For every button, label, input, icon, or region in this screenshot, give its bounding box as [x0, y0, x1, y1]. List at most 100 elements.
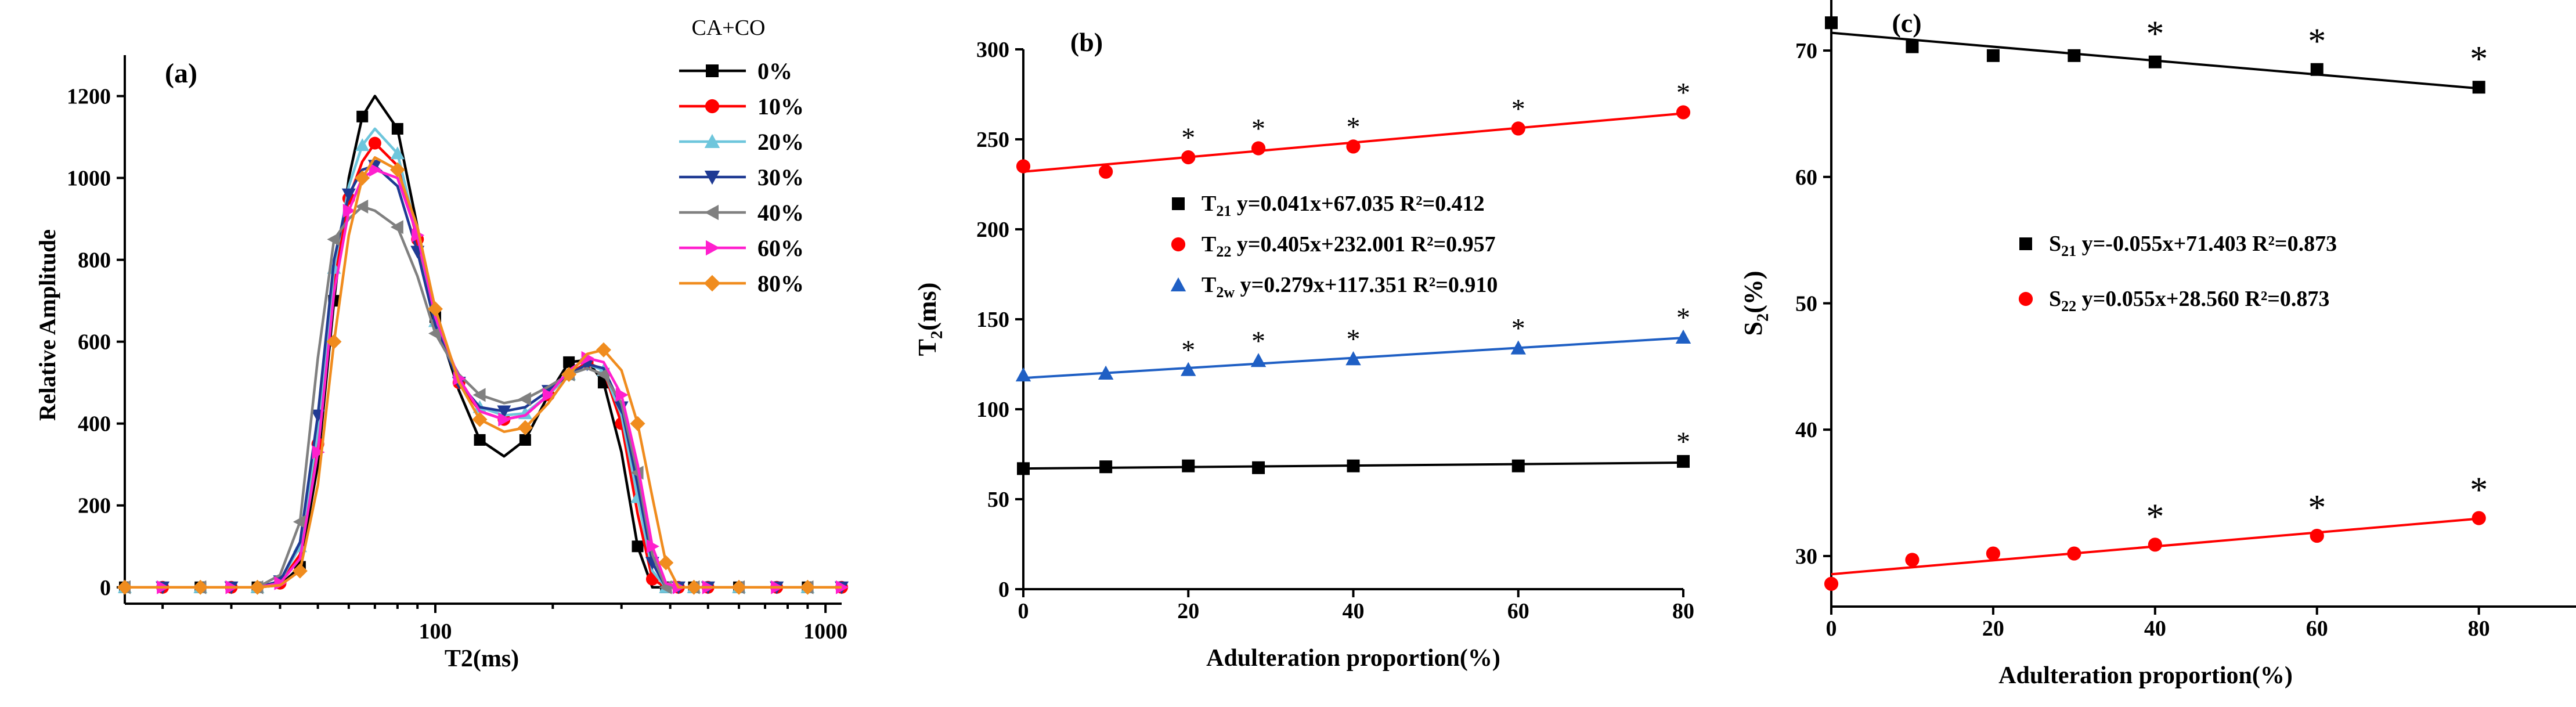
- panel-c-significance-star: *: [2146, 497, 2164, 536]
- panel-c-y-axis-title: S2(%): [1739, 270, 1772, 336]
- panel-a-data-point: [355, 199, 369, 214]
- panel-a-data-point: [646, 539, 659, 554]
- panel-b-legend-marker: [1172, 197, 1185, 210]
- panel-a-y-axis-title: Relative Amplitude: [34, 229, 60, 421]
- panel-c-data-point: [1905, 553, 1920, 567]
- panel-b-data-point: [1017, 462, 1030, 475]
- panel-b-significance-star: *: [1251, 326, 1265, 356]
- panel-a-series-line: [125, 156, 842, 589]
- panel-b-data-point: [1016, 159, 1031, 174]
- panel-a-data-point: [472, 388, 486, 402]
- panel-c-y-tick-label: 60: [1795, 165, 1817, 190]
- panel-b-x-tick-label: 40: [1343, 599, 1365, 623]
- panel-a-data-point: [342, 203, 356, 218]
- panel-a-data-point: [341, 188, 356, 201]
- panel-a-data-point: [368, 136, 381, 150]
- panel-b-significance-star: *: [1181, 335, 1195, 366]
- panel-a-legend-marker: [704, 171, 720, 185]
- panel-a-data-point: [561, 367, 577, 383]
- panel-c-x-tick-label: 80: [2468, 616, 2490, 641]
- panel-b-data-point: [1346, 139, 1361, 154]
- panel-b-legend-label: T22 y=0.405x+232.001 R²=0.957: [1202, 232, 1496, 260]
- panel-a-y-tick-label: 0: [100, 576, 111, 600]
- panel-a-y-tick-label: 1000: [67, 167, 111, 191]
- panel-b-data-point: [1181, 150, 1196, 165]
- panel-a-legend-marker: [706, 64, 719, 77]
- panel-c-data-point: [2068, 49, 2081, 62]
- panel-b-data-point: [1250, 353, 1267, 367]
- panel-a-y-tick-label: 1200: [67, 85, 111, 109]
- panel-b-x-tick-label: 20: [1177, 599, 1199, 623]
- panel-a-data-point: [630, 416, 645, 431]
- panel-b-data-point: [1252, 461, 1265, 474]
- panel-c-significance-star: *: [2146, 15, 2164, 54]
- panel-a-y-tick-label: 800: [78, 248, 111, 273]
- panel-b-legend-label: T21 y=0.041x+67.035 R²=0.412: [1202, 192, 1485, 219]
- panel-c-x-tick-label: 0: [1826, 616, 1837, 641]
- panel-c-data-point: [1986, 546, 2001, 561]
- panel-a-data-point: [390, 220, 403, 235]
- panel-a-legend-label: 10%: [757, 93, 804, 120]
- panel-a-data-point: [518, 392, 531, 406]
- panel-a-data-point: [498, 412, 511, 427]
- panel-a-data-point: [355, 138, 370, 152]
- panel-a-legend-title: CA+CO: [691, 16, 765, 40]
- panel-a-x-tick-label: 100: [418, 619, 452, 644]
- panel-a-legend-label: 80%: [757, 270, 804, 297]
- panel-b-significance-star: *: [1251, 114, 1265, 145]
- panel-a-data-point: [356, 110, 369, 122]
- panel-a-data-point: [519, 434, 531, 446]
- panel-b-data-point: [1676, 105, 1691, 120]
- panel-c-data-point: [1824, 576, 1839, 591]
- panel-a-x-axis-title: T2(ms): [445, 645, 519, 672]
- panel-a-data-point: [563, 356, 575, 368]
- panel-c-legend-label: S22 y=0.055x+28.560 R²=0.873: [2049, 287, 2329, 315]
- panel-b-data-point: [1347, 459, 1360, 472]
- panel-a-data-point: [517, 420, 533, 435]
- panel-c-x-tick-label: 40: [2144, 616, 2166, 641]
- panel-b-data-point: [1511, 121, 1525, 136]
- panel-c-y-tick-label: 50: [1795, 292, 1817, 316]
- panel-b: 0 50 100 150 200 250 300 0 20 40 60 80 (b) Adulterati…: [976, 27, 1694, 672]
- panel-b-data-point: [1098, 365, 1114, 380]
- panel-c-y-tick-label: 40: [1795, 418, 1817, 442]
- panel-c: 30 40 50 60 70 0 20 40 60 80 (c) Adulteration propo…: [1795, 0, 2576, 689]
- panel-b-x-tick-label: 80: [1672, 599, 1694, 623]
- panel-a-data-point: [327, 232, 340, 247]
- panel-c-data-point: [2148, 55, 2162, 68]
- panel-a-data-point: [596, 342, 611, 358]
- panel-a-data-point: [292, 563, 308, 579]
- panel-c-x-axis-title: Adulteration proportion(%): [1998, 662, 2293, 689]
- panel-a-series-line: [125, 168, 842, 589]
- panel-c-data-point: [1906, 40, 1919, 53]
- panel-a-data-point: [474, 434, 486, 446]
- panel-c-data-point: [1986, 49, 2000, 62]
- panel-b-y-tick-label: 0: [998, 578, 1009, 602]
- panel-c-y-tick-label: 70: [1795, 39, 1817, 63]
- panel-a-y-tick-label: 200: [78, 494, 111, 518]
- panel-c-label: (c): [1892, 8, 1921, 38]
- panel-b-data-point: [1099, 460, 1113, 474]
- panel-c-x-tick-label: 20: [1982, 616, 2004, 641]
- panel-b-y-tick-label: 50: [987, 488, 1009, 512]
- panel-b-significance-star: *: [1347, 324, 1361, 355]
- panel-b-data-point: [1345, 351, 1361, 366]
- panel-b-data-point: [1251, 141, 1266, 156]
- panel-a-legend-label: 60%: [757, 235, 804, 261]
- panel-a-legend-marker: [704, 134, 720, 148]
- panel-b-data-point: [1099, 164, 1113, 179]
- panel-c-data-point: [2472, 511, 2486, 525]
- panel-b-legend-marker: [1171, 237, 1186, 252]
- panel-a-data-point: [581, 351, 594, 365]
- panel-b-data-point: [1182, 459, 1195, 472]
- panel-a-y-tick-label: 400: [78, 412, 111, 437]
- panel-a-legend-marker: [704, 204, 719, 221]
- panel-a-legend-marker: [706, 240, 720, 256]
- panel-a-data-point: [836, 580, 849, 594]
- panel-a-y-tick-label: 600: [78, 330, 111, 355]
- panel-a-legend-label: 0%: [757, 58, 792, 84]
- panel-a-legend-marker: [705, 99, 720, 114]
- panel-c-y-tick-label: 30: [1795, 544, 1817, 569]
- panel-a-label: (a): [165, 58, 197, 89]
